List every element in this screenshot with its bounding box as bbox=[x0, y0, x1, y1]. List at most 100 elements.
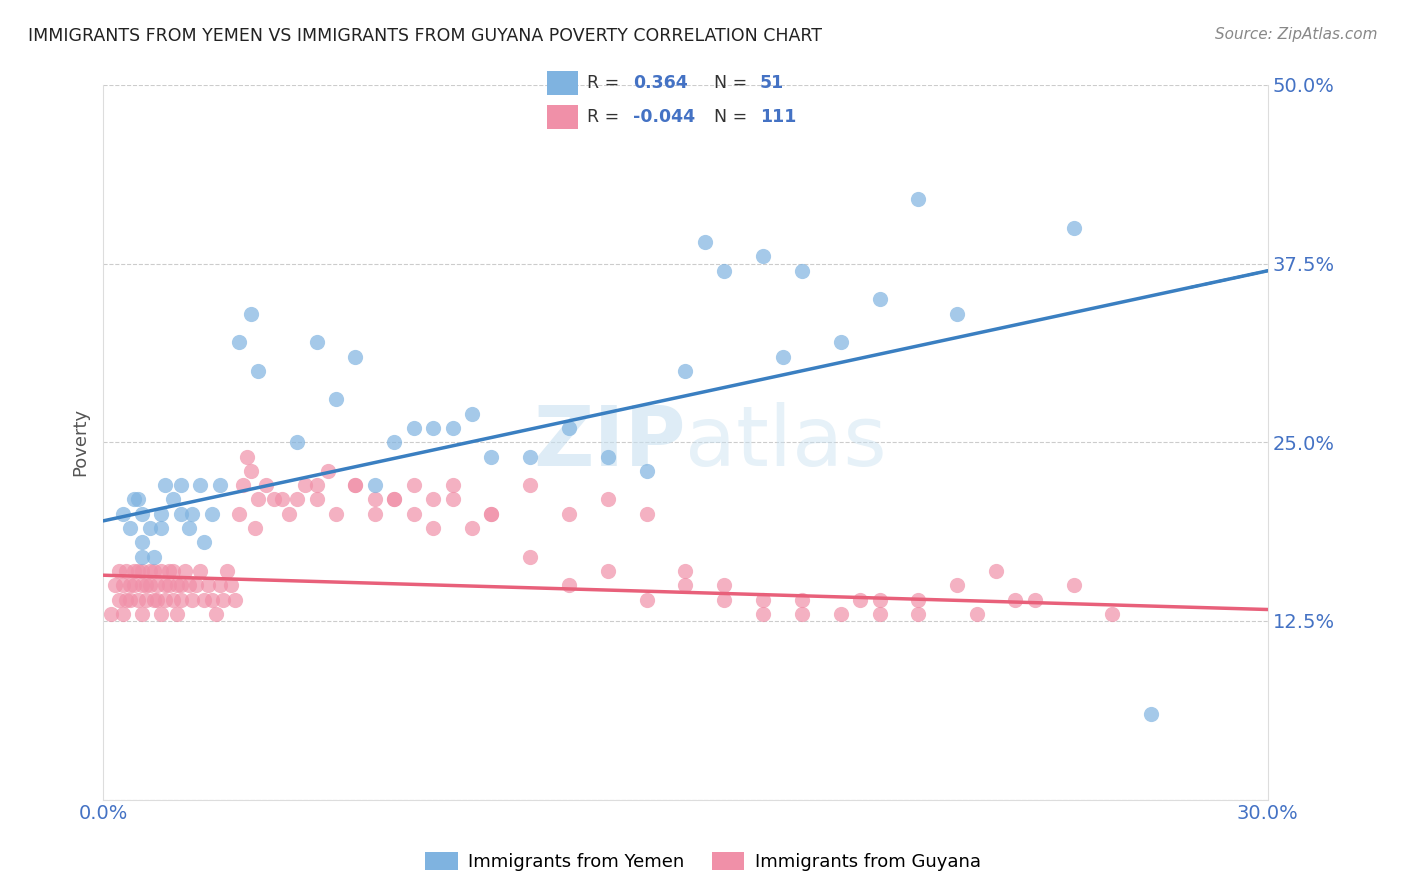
Point bbox=[966, 607, 988, 621]
Point bbox=[157, 564, 180, 578]
Point bbox=[224, 592, 246, 607]
Point bbox=[713, 578, 735, 592]
Point bbox=[228, 507, 250, 521]
Point bbox=[127, 492, 149, 507]
Point bbox=[197, 578, 219, 592]
Text: N =: N = bbox=[714, 74, 747, 92]
Point bbox=[204, 607, 226, 621]
Text: 0.364: 0.364 bbox=[633, 74, 688, 92]
Point bbox=[1063, 220, 1085, 235]
Point bbox=[461, 521, 484, 535]
Point bbox=[193, 535, 215, 549]
Point bbox=[188, 564, 211, 578]
Point bbox=[790, 264, 813, 278]
Point bbox=[115, 592, 138, 607]
Point bbox=[155, 592, 177, 607]
Point bbox=[1101, 607, 1123, 621]
Point bbox=[219, 578, 242, 592]
Point bbox=[155, 578, 177, 592]
Point bbox=[402, 478, 425, 492]
Point bbox=[422, 421, 444, 435]
Point bbox=[461, 407, 484, 421]
Point bbox=[344, 350, 367, 364]
Point bbox=[170, 507, 193, 521]
Point bbox=[772, 350, 794, 364]
Point bbox=[830, 607, 852, 621]
Point bbox=[239, 464, 262, 478]
Point bbox=[382, 492, 405, 507]
Point bbox=[1004, 592, 1026, 607]
Point bbox=[217, 564, 239, 578]
Point bbox=[1063, 578, 1085, 592]
Point bbox=[170, 592, 193, 607]
Point bbox=[294, 478, 316, 492]
Point bbox=[344, 478, 367, 492]
Point bbox=[479, 450, 502, 464]
Point bbox=[111, 507, 134, 521]
Point bbox=[115, 564, 138, 578]
Point bbox=[325, 392, 347, 407]
Point bbox=[869, 293, 891, 307]
Point bbox=[693, 235, 716, 249]
Point bbox=[752, 607, 775, 621]
Point bbox=[170, 478, 193, 492]
Point bbox=[713, 264, 735, 278]
Point bbox=[127, 564, 149, 578]
Point bbox=[131, 607, 153, 621]
Point bbox=[869, 607, 891, 621]
Point bbox=[305, 335, 328, 350]
Point bbox=[382, 435, 405, 450]
Point bbox=[907, 192, 929, 206]
Point bbox=[239, 307, 262, 321]
Point bbox=[177, 578, 200, 592]
Point bbox=[907, 592, 929, 607]
Point bbox=[364, 492, 387, 507]
Point bbox=[596, 450, 619, 464]
Point bbox=[107, 564, 129, 578]
Point bbox=[278, 507, 301, 521]
Point bbox=[228, 335, 250, 350]
Point bbox=[675, 564, 697, 578]
Point bbox=[907, 607, 929, 621]
Point bbox=[146, 592, 169, 607]
Point bbox=[675, 578, 697, 592]
Point bbox=[188, 478, 211, 492]
Point bbox=[790, 592, 813, 607]
Point bbox=[441, 478, 464, 492]
Point bbox=[790, 607, 813, 621]
Point bbox=[120, 521, 142, 535]
Point bbox=[984, 564, 1007, 578]
Point bbox=[364, 478, 387, 492]
Text: R =: R = bbox=[586, 74, 619, 92]
Point bbox=[247, 492, 270, 507]
Point bbox=[596, 564, 619, 578]
Point bbox=[150, 607, 173, 621]
Point bbox=[173, 564, 195, 578]
Point bbox=[100, 607, 122, 621]
Point bbox=[177, 521, 200, 535]
Point bbox=[142, 564, 165, 578]
Point bbox=[479, 507, 502, 521]
Point bbox=[131, 578, 153, 592]
Point bbox=[212, 592, 235, 607]
Text: N =: N = bbox=[714, 108, 747, 126]
Point bbox=[402, 507, 425, 521]
Point bbox=[157, 578, 180, 592]
Point bbox=[138, 578, 160, 592]
Point bbox=[162, 564, 184, 578]
Point bbox=[441, 421, 464, 435]
Point bbox=[186, 578, 208, 592]
Text: R =: R = bbox=[586, 108, 619, 126]
Text: Source: ZipAtlas.com: Source: ZipAtlas.com bbox=[1215, 27, 1378, 42]
Point bbox=[150, 564, 173, 578]
Point bbox=[138, 521, 160, 535]
Point bbox=[146, 578, 169, 592]
Point bbox=[247, 364, 270, 378]
Point bbox=[232, 478, 254, 492]
Point bbox=[325, 507, 347, 521]
Point bbox=[713, 592, 735, 607]
Point bbox=[208, 578, 231, 592]
Point bbox=[263, 492, 285, 507]
Point bbox=[519, 478, 541, 492]
Point bbox=[122, 578, 145, 592]
